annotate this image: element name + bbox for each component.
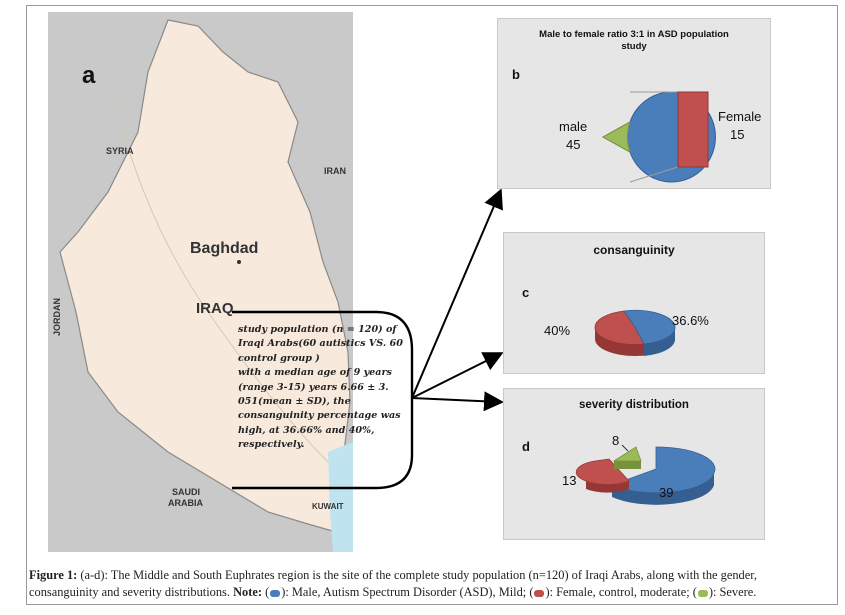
panel-d-title: severity distribution <box>579 399 689 411</box>
female-swatch <box>534 589 545 597</box>
gulf-water <box>328 442 353 552</box>
panel-b-gender: Male to female ratio 3:1 in ASD populati… <box>497 18 771 189</box>
severity-chart <box>575 444 716 505</box>
panel-c-title: consanguinity <box>593 243 675 257</box>
saudi-label-line1: SAUDI <box>172 487 201 497</box>
caption-text-2: ( <box>261 585 270 599</box>
iraq-label: IRAQ <box>196 300 234 317</box>
panel-b-title-line2: study <box>621 41 647 52</box>
note-line: study population (n = 120) of <box>238 324 397 335</box>
panel-b-title-line1: Male to female ratio 3:1 in ASD populati… <box>539 29 729 40</box>
severity-slice-8 <box>612 446 642 462</box>
iran-label: IRAN <box>324 166 346 176</box>
panel-d-letter: d <box>522 439 530 454</box>
caption-text-3: ): Male, Autism Spectrum Disorder (ASD),… <box>281 585 534 599</box>
panel-d-severity: severity distribution d 39 13 8 <box>503 388 765 540</box>
consanguinity-chart <box>594 309 676 356</box>
severity-label-13: 13 <box>562 473 577 488</box>
map-panel-letter: a <box>82 62 96 89</box>
note-line: control group ) <box>238 352 320 364</box>
caption-text-5: ): Severe. <box>708 585 757 599</box>
male-value: 45 <box>566 137 581 152</box>
consanguinity-left-label: 40% <box>544 323 571 338</box>
gender-chart <box>601 91 716 183</box>
note-line: with a median age of 9 years <box>238 367 392 379</box>
male-swatch <box>270 589 281 597</box>
note-bracket <box>232 310 414 490</box>
note-line: Iraqi Arabs(60 autistics VS. 60 <box>238 338 403 350</box>
consanguinity-slice-40 <box>594 310 645 345</box>
kuwait-label: KUWAIT <box>312 502 344 511</box>
severity-slice-39 <box>610 446 716 494</box>
study-note: study population (n = 120) of Iraqi Arab… <box>238 323 408 453</box>
arrow-to-panel-c <box>411 352 504 399</box>
note-line: (range 3-15) years 6.66 ± 3. <box>238 381 389 393</box>
female-bar <box>677 91 709 168</box>
note-line: 051(mean ± SD), the <box>238 396 351 408</box>
panel-c-letter: c <box>522 285 530 300</box>
severity-label-39: 39 <box>659 485 674 500</box>
female-label: Female <box>718 109 762 124</box>
saudi-label-line2: ARABIA <box>168 498 203 508</box>
caption-text-4: ): Female, control, moderate; ( <box>545 585 697 599</box>
panel-b-letter: b <box>512 67 520 82</box>
caption-figure-label: Figure 1: <box>29 568 78 582</box>
severe-swatch <box>697 589 708 597</box>
arrow-to-panel-d <box>411 391 504 412</box>
caption-note-label: Note: <box>233 585 262 599</box>
consanguinity-right-label: 36.6% <box>672 313 709 328</box>
female-value: 15 <box>730 127 745 142</box>
note-line: consanguinity percentage was <box>238 410 401 422</box>
baghdad-label: Baghdad <box>190 240 259 257</box>
severity-leader-line <box>621 444 629 452</box>
baghdad-marker <box>237 260 241 264</box>
ratio-connector-bottom <box>629 166 679 183</box>
severity-label-8: 8 <box>612 433 620 448</box>
note-line: high, at 36.66% and 40%, <box>238 424 375 436</box>
panel-c-consanguinity: consanguinity c 40% 36.6% <box>503 232 765 374</box>
figure-caption: Figure 1: (a-d): The Middle and South Eu… <box>29 567 829 601</box>
arrow-to-panel-b <box>411 188 503 399</box>
male-label: male <box>559 119 588 134</box>
male-slice-highlight <box>601 120 631 154</box>
caption-text-1: (a-d): The Middle and South Euphrates re… <box>29 568 757 599</box>
iraq-map: a SYRIA IRAN JORDAN Baghdad IRAQ SAUDI A… <box>48 12 353 552</box>
note-line: respectively. <box>238 439 305 451</box>
severity-slice-13 <box>575 458 630 485</box>
syria-label: SYRIA <box>106 146 134 156</box>
consanguinity-slice-36 <box>623 309 676 345</box>
